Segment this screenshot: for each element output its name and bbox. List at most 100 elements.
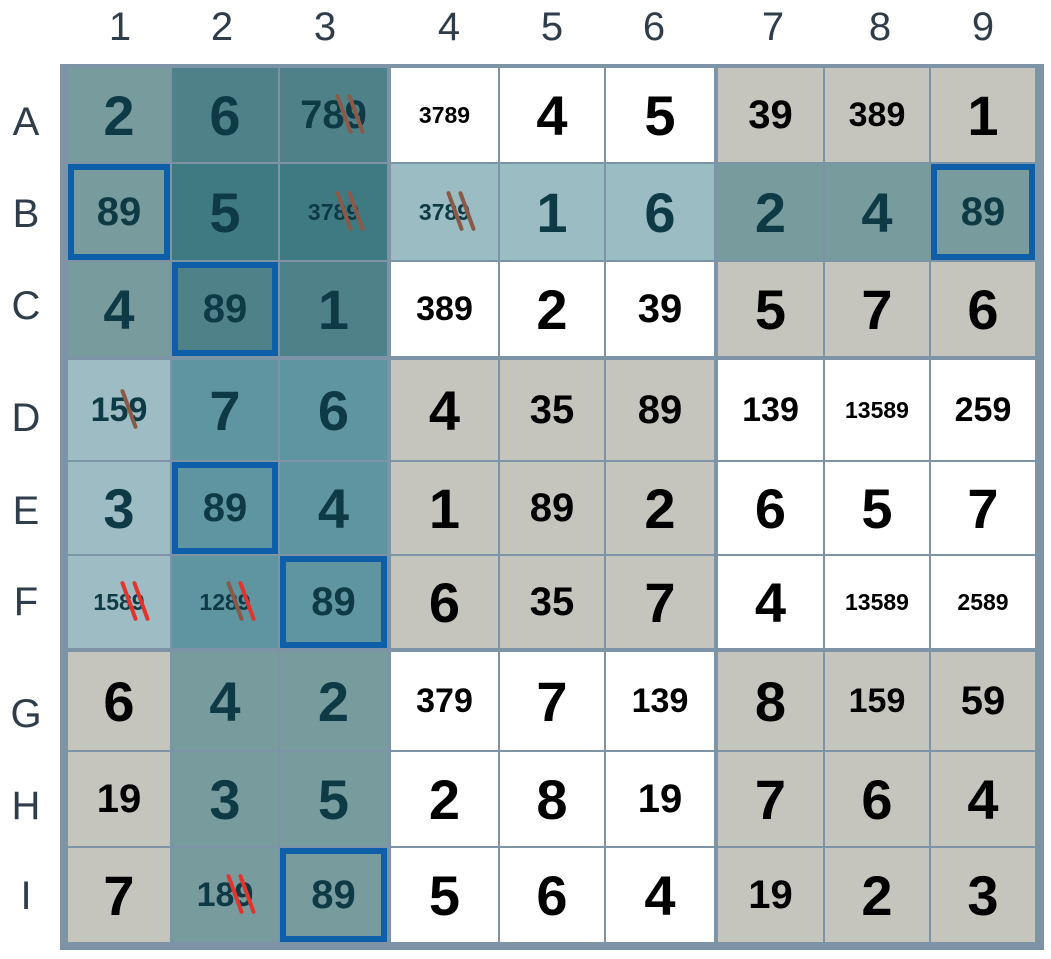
cell-I1[interactable]: 7 — [68, 848, 170, 942]
cell-D9[interactable]: 259 — [931, 360, 1035, 460]
cell-D4[interactable]: 4 — [391, 360, 498, 460]
row-label-D: D — [11, 396, 41, 440]
cell-H5[interactable]: 8 — [500, 752, 604, 846]
cell-I3[interactable]: 89 — [280, 848, 387, 942]
cell-F1[interactable]: 1589 — [68, 556, 170, 648]
cell-H8[interactable]: 6 — [825, 752, 929, 846]
cell-B5[interactable]: 1 — [500, 164, 604, 260]
cell-I2[interactable]: 189 — [172, 848, 278, 942]
cell-E8[interactable]: 5 — [825, 462, 929, 554]
cell-C8[interactable]: 7 — [825, 262, 929, 356]
cell-E1[interactable]: 3 — [68, 462, 170, 554]
cell-E6[interactable]: 2 — [606, 462, 714, 554]
cell-F5[interactable]: 35 — [500, 556, 604, 648]
cell-D8[interactable]: 13589 — [825, 360, 929, 460]
cell-I4[interactable]: 5 — [391, 848, 498, 942]
cell-E2[interactable]: 89 — [172, 462, 278, 554]
cell-value: 3 — [103, 476, 135, 540]
cell-candidates: 89 — [311, 872, 356, 917]
cell-B9[interactable]: 89 — [931, 164, 1035, 260]
cell-G8[interactable]: 159 — [825, 652, 929, 750]
cell-C2[interactable]: 89 — [172, 262, 278, 356]
cell-A2[interactable]: 6 — [172, 68, 278, 162]
cell-C6[interactable]: 39 — [606, 262, 714, 356]
cell-value: 6 — [536, 863, 568, 927]
cell-F8[interactable]: 13589 — [825, 556, 929, 648]
cell-E9[interactable]: 7 — [931, 462, 1035, 554]
cell-G7[interactable]: 8 — [718, 652, 823, 750]
cell-A1[interactable]: 2 — [68, 68, 170, 162]
cell-F7[interactable]: 4 — [718, 556, 823, 648]
cell-G1[interactable]: 6 — [68, 652, 170, 750]
cell-D2[interactable]: 7 — [172, 360, 278, 460]
cell-F4[interactable]: 6 — [391, 556, 498, 648]
column-label-9: 9 — [971, 5, 995, 49]
cell-E5[interactable]: 89 — [500, 462, 604, 554]
cell-H9[interactable]: 4 — [931, 752, 1035, 846]
cell-B3[interactable]: 3789 — [280, 164, 387, 260]
cell-A8[interactable]: 389 — [825, 68, 929, 162]
cell-D3[interactable]: 6 — [280, 360, 387, 460]
cell-H4[interactable]: 2 — [391, 752, 498, 846]
row-label-E: E — [12, 489, 40, 533]
cell-G9[interactable]: 59 — [931, 652, 1035, 750]
cell-H2[interactable]: 3 — [172, 752, 278, 846]
cell-A7[interactable]: 39 — [718, 68, 823, 162]
cell-A3[interactable]: 789 — [280, 68, 387, 162]
cell-E3[interactable]: 4 — [280, 462, 387, 554]
cell-value: 4 — [967, 767, 999, 831]
cell-C4[interactable]: 389 — [391, 262, 498, 356]
cell-C1[interactable]: 4 — [68, 262, 170, 356]
cell-D5[interactable]: 35 — [500, 360, 604, 460]
cell-G4[interactable]: 379 — [391, 652, 498, 750]
cell-candidates: 35 — [529, 387, 575, 432]
cell-F2[interactable]: 1289 — [172, 556, 278, 648]
cell-A6[interactable]: 5 — [606, 68, 714, 162]
cell-C5[interactable]: 2 — [500, 262, 604, 356]
cell-I7[interactable]: 19 — [718, 848, 823, 942]
cell-value: 7 — [967, 476, 999, 540]
cell-H6[interactable]: 19 — [606, 752, 714, 846]
cell-candidates: 389 — [416, 289, 473, 328]
cell-F6[interactable]: 7 — [606, 556, 714, 648]
cell-H1[interactable]: 19 — [68, 752, 170, 846]
cell-D6[interactable]: 89 — [606, 360, 714, 460]
cell-value: 5 — [861, 476, 893, 540]
cell-C7[interactable]: 5 — [718, 262, 823, 356]
cell-A4[interactable]: 3789 — [391, 68, 498, 162]
cell-C9[interactable]: 6 — [931, 262, 1035, 356]
cell-D7[interactable]: 139 — [718, 360, 823, 460]
column-label-6: 6 — [642, 5, 666, 49]
cell-candidates: 39 — [748, 92, 793, 137]
cell-I8[interactable]: 2 — [825, 848, 929, 942]
cell-I5[interactable]: 6 — [500, 848, 604, 942]
cell-B7[interactable]: 2 — [718, 164, 823, 260]
cell-value: 2 — [317, 669, 350, 733]
cell-I6[interactable]: 4 — [606, 848, 714, 942]
cell-B4[interactable]: 3789 — [391, 164, 498, 260]
cell-E4[interactable]: 1 — [391, 462, 498, 554]
cell-E7[interactable]: 6 — [718, 462, 823, 554]
cell-B2[interactable]: 5 — [172, 164, 278, 260]
cell-I9[interactable]: 3 — [931, 848, 1035, 942]
cell-value: 1 — [428, 476, 461, 540]
cell-B8[interactable]: 4 — [825, 164, 929, 260]
cell-A5[interactable]: 4 — [500, 68, 604, 162]
cell-A9[interactable]: 1 — [931, 68, 1035, 162]
cell-G5[interactable]: 7 — [500, 652, 604, 750]
cell-C3[interactable]: 1 — [280, 262, 387, 356]
cell-B1[interactable]: 89 — [68, 164, 170, 260]
cell-value: 6 — [428, 570, 461, 634]
cell-F3[interactable]: 89 — [280, 556, 387, 648]
cell-candidates: 89 — [202, 485, 248, 530]
cell-G6[interactable]: 139 — [606, 652, 714, 750]
cell-H3[interactable]: 5 — [280, 752, 387, 846]
cell-G2[interactable]: 4 — [172, 652, 278, 750]
cell-G3[interactable]: 2 — [280, 652, 387, 750]
cell-value: 4 — [536, 83, 568, 147]
cell-value: 2 — [428, 767, 461, 831]
cell-F9[interactable]: 2589 — [931, 556, 1035, 648]
cell-D1[interactable]: 159 — [68, 360, 170, 460]
cell-B6[interactable]: 6 — [606, 164, 714, 260]
cell-H7[interactable]: 7 — [718, 752, 823, 846]
